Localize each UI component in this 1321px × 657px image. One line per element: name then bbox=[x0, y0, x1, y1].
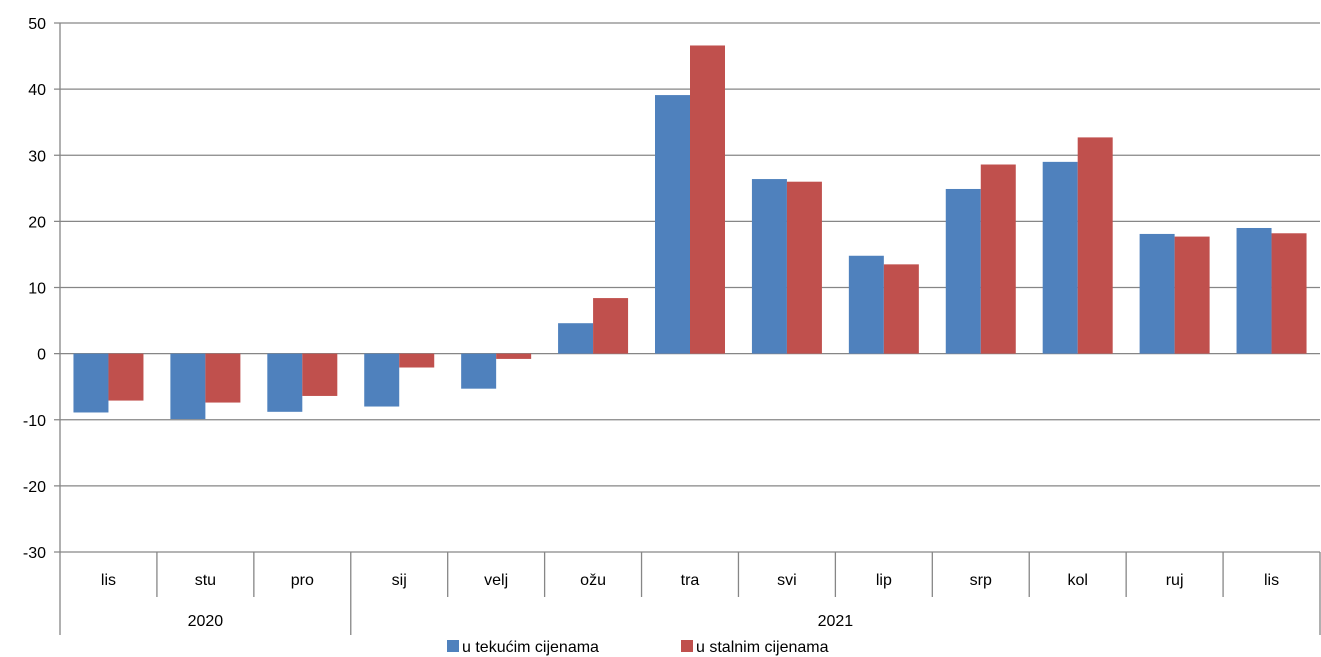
x-tick-label: svi bbox=[777, 572, 797, 589]
x-group-label: 2020 bbox=[188, 613, 224, 630]
x-tick-label: pro bbox=[291, 572, 314, 589]
bar-constant-prices bbox=[1174, 236, 1210, 354]
y-tick-label: 40 bbox=[28, 82, 46, 99]
legend-swatch bbox=[447, 640, 459, 652]
x-tick-label: velj bbox=[484, 572, 508, 589]
bar-current-prices bbox=[170, 353, 206, 420]
bar-constant-prices bbox=[786, 181, 822, 354]
bar-constant-prices bbox=[1077, 137, 1113, 354]
legend-label: u tekućim cijenama bbox=[462, 639, 599, 656]
y-tick-label: 50 bbox=[28, 16, 46, 33]
y-tick-label: 0 bbox=[37, 347, 46, 364]
bar-current-prices bbox=[364, 353, 400, 407]
y-tick-label: 20 bbox=[28, 214, 46, 231]
bar-current-prices bbox=[461, 353, 497, 389]
x-tick-label: kol bbox=[1067, 572, 1087, 589]
bar-current-prices bbox=[945, 188, 981, 354]
bar-constant-prices bbox=[302, 353, 338, 396]
legend-label: u stalnim cijenama bbox=[696, 639, 829, 656]
x-tick-label: ožu bbox=[580, 572, 606, 589]
x-tick-label: tra bbox=[681, 572, 700, 589]
x-tick-label: srp bbox=[970, 572, 992, 589]
x-axis-categories: lis stu pro sij velj ožu tra svi lip srp kol ruj lis bbox=[101, 572, 1279, 589]
x-tick-label: stu bbox=[195, 572, 216, 589]
bar-current-prices bbox=[1139, 233, 1175, 354]
x-tick-label: ruj bbox=[1166, 572, 1184, 589]
x-axis-year-groups: 2020 2021 bbox=[59, 597, 1321, 635]
bar-constant-prices bbox=[399, 353, 435, 368]
bar-constant-prices bbox=[690, 45, 725, 354]
bar-current-prices bbox=[655, 95, 690, 354]
x-tick-label: sij bbox=[392, 572, 407, 589]
x-group-label: 2021 bbox=[818, 613, 854, 630]
y-tick-label: -20 bbox=[23, 479, 46, 496]
y-tick-label: -30 bbox=[23, 545, 46, 562]
bars bbox=[73, 45, 1307, 420]
y-tick-label: -10 bbox=[23, 413, 46, 430]
bar-constant-prices bbox=[496, 353, 532, 359]
bar-constant-prices bbox=[980, 164, 1016, 354]
y-tick-label: 30 bbox=[28, 148, 46, 165]
y-tick-label: 10 bbox=[28, 281, 46, 298]
bar-constant-prices bbox=[883, 264, 919, 354]
bar-constant-prices bbox=[205, 353, 241, 403]
bar-current-prices bbox=[1236, 227, 1272, 354]
bar-current-prices bbox=[751, 179, 787, 354]
bar-constant-prices bbox=[108, 353, 144, 401]
bar-current-prices bbox=[267, 353, 303, 412]
x-tick-label: lis bbox=[1264, 572, 1279, 589]
bar-constant-prices bbox=[1271, 233, 1307, 354]
legend: u tekućim cijenama u stalnim cijenama bbox=[447, 639, 829, 656]
x-tick-label: lip bbox=[876, 572, 892, 589]
x-tick-label: lis bbox=[101, 572, 116, 589]
bar-constant-prices bbox=[593, 298, 629, 354]
bar-current-prices bbox=[1042, 161, 1078, 354]
bar-current-prices bbox=[558, 323, 594, 354]
axes bbox=[59, 23, 1321, 597]
bar-current-prices bbox=[73, 353, 109, 413]
y-axis-ticks: 50 40 30 20 10 0 -10 -20 -30 bbox=[23, 16, 46, 562]
bar-current-prices bbox=[848, 255, 884, 354]
legend-swatch bbox=[681, 640, 693, 652]
